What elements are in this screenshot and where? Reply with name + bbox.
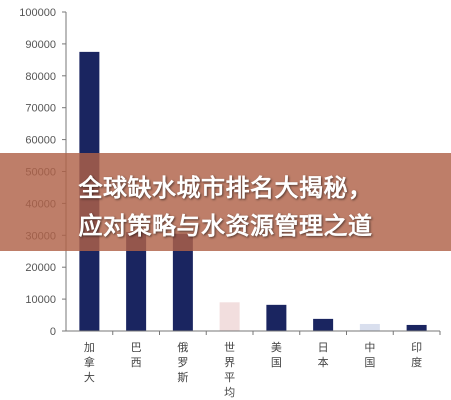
y-tick-label: 100000 <box>19 7 56 19</box>
banner-title-line-1: 全球缺水城市排名大揭秘， <box>78 174 373 202</box>
title-banner <box>0 153 451 251</box>
y-tick-label: 20000 <box>25 262 56 274</box>
bar <box>359 323 380 331</box>
y-tick-label: 60000 <box>25 135 56 147</box>
x-tick-label: 巴西 <box>131 341 142 369</box>
x-tick-label: 印度 <box>411 341 422 369</box>
bar <box>313 318 334 331</box>
bar <box>126 232 147 331</box>
y-tick-label: 80000 <box>25 71 56 83</box>
y-tick-label: 10000 <box>25 294 56 306</box>
x-tick-label: 世界平均 <box>224 341 235 399</box>
y-tick-label: 0 <box>50 326 56 338</box>
x-tick-label: 俄罗斯 <box>177 341 188 384</box>
banner-title-line-2: 应对策略与水资源管理之道 <box>78 212 373 240</box>
bar <box>172 233 193 331</box>
bar <box>266 304 287 331</box>
y-tick-label: 70000 <box>25 103 56 115</box>
x-tick-label: 加拿大 <box>84 341 95 384</box>
y-tick-label: 90000 <box>25 39 56 51</box>
bar <box>219 302 240 331</box>
x-tick-label: 中国 <box>364 341 375 369</box>
x-tick-label: 日本 <box>318 341 329 369</box>
bar <box>406 324 427 331</box>
x-tick-label: 美国 <box>271 341 282 369</box>
x-axis: 加拿大 巴西 俄罗斯 世界平均 美国 日本 中国 印度 <box>66 330 441 399</box>
